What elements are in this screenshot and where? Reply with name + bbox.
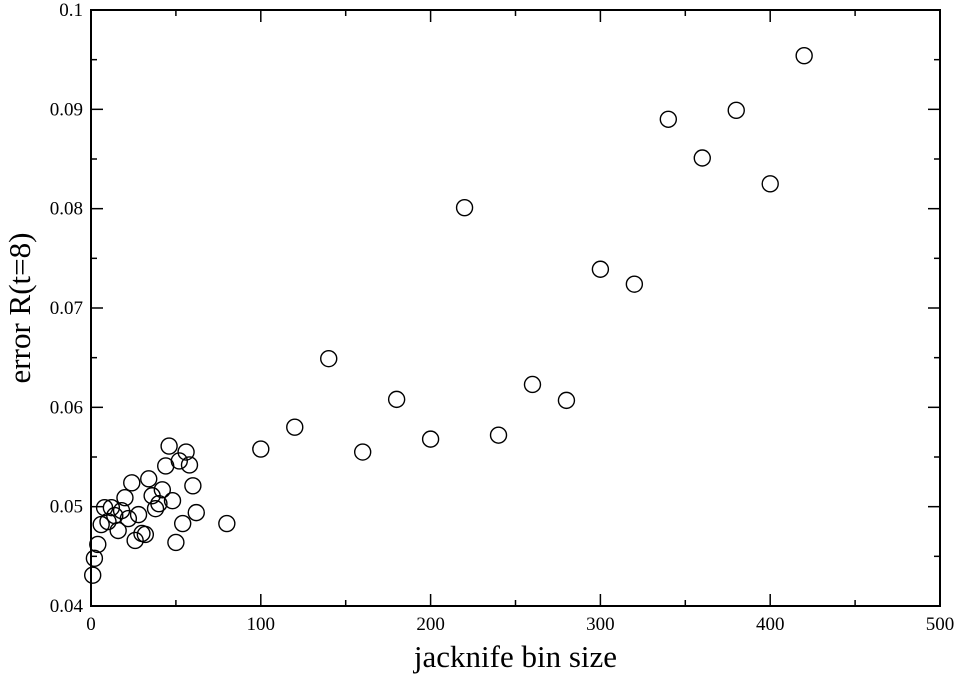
data-point [252,440,270,458]
data-point [795,46,813,65]
y-tick-label: 0.1 [59,0,83,21]
data-point [421,430,440,448]
data-point [140,470,158,488]
data-point [218,514,236,533]
data-point [557,391,576,410]
data-point [126,531,144,550]
data-point [523,375,542,394]
data-point [163,492,182,510]
data-point [153,481,172,499]
y-tick-label: 0.09 [50,99,83,120]
data-point [102,498,121,517]
data-point [184,477,202,495]
data-point [167,533,185,552]
data-point [129,505,148,524]
data-point [123,474,141,492]
x-tick-label: 100 [247,614,276,635]
data-point [170,452,188,470]
data-point [99,512,117,531]
data-point [83,566,102,584]
axis-ticks [90,9,941,607]
data-point [150,494,168,513]
data-point [727,101,745,120]
y-tick-label: 0.04 [50,596,84,617]
data-point [187,503,205,522]
data-point [353,443,372,461]
data-point [173,514,192,533]
data-point [625,275,644,293]
x-tick-label: 400 [756,614,785,635]
y-tick-label: 0.06 [50,397,83,418]
y-tick-label: 0.08 [50,199,83,220]
y-axis-title: error R(t=8) [2,233,37,384]
x-tick-label: 200 [416,614,445,635]
data-point [109,521,127,540]
data-point [320,349,338,368]
data-points [83,46,813,584]
data-point [177,443,195,461]
data-point [119,509,138,528]
data-point [160,437,178,455]
x-tick-label: 300 [586,614,615,635]
data-point [659,110,678,128]
y-tick-label: 0.05 [50,497,83,518]
tick-labels: 0 100 200 300 400 500 0.04 0.05 0.06 0.07 0.08 0.09… [50,0,955,635]
x-axis-title: jacknife bin size [413,639,617,674]
data-point [693,149,711,167]
data-point [180,456,199,474]
data-point [146,499,165,518]
y-tick-label: 0.07 [50,298,83,319]
data-point [116,489,134,507]
data-point [591,260,610,278]
data-point [761,175,779,193]
plot-frame [90,9,941,607]
x-tick-label: 0 [86,614,96,635]
data-point [89,535,107,554]
x-tick-label: 500 [926,614,955,635]
data-point [489,426,508,444]
data-point [387,390,406,409]
data-point [455,198,474,217]
data-point [286,418,304,436]
data-point [136,525,155,544]
data-point [85,549,104,568]
